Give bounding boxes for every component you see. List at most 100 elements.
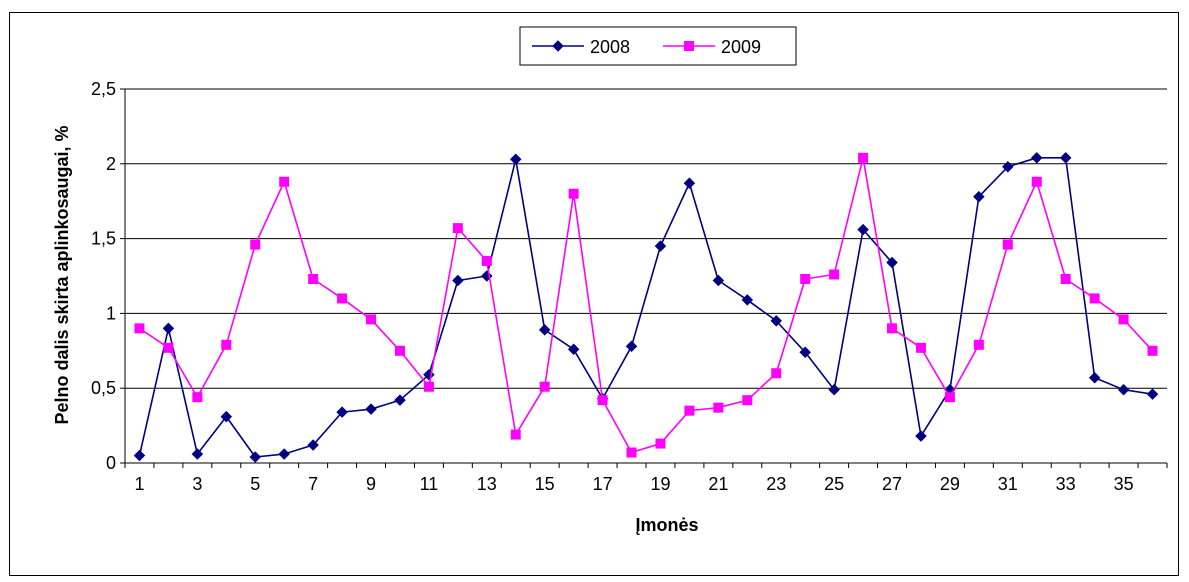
data-point: [1002, 239, 1013, 250]
data-point: [683, 177, 696, 190]
y-tick-label: 2,5: [91, 79, 116, 99]
data-point: [509, 153, 522, 166]
legend: 2008 2009: [519, 26, 797, 66]
data-point: [221, 339, 232, 350]
data-point: [249, 451, 262, 463]
y-tick-label: 1,5: [91, 229, 116, 249]
data-point: [1147, 345, 1158, 356]
data-point: [858, 152, 869, 163]
y-tick-label: 2: [106, 154, 116, 174]
data-point: [915, 342, 926, 353]
data-point: [944, 392, 955, 403]
x-tick-label: 11: [420, 474, 439, 494]
data-point: [712, 274, 725, 287]
data-point: [1089, 293, 1100, 304]
data-point: [365, 403, 377, 415]
x-tick-label: 27: [882, 474, 902, 494]
x-tick-labels: 1 3 5 7 9 11 13 15 17 19 21 23 25 27 29 31 33 35: [134, 474, 1133, 494]
data-point: [192, 392, 203, 403]
data-point: [337, 293, 348, 304]
data-point: [1059, 151, 1072, 164]
series-line-2009: [139, 157, 1154, 454]
data-point: [134, 323, 145, 334]
data-point: [1031, 176, 1042, 187]
data-point: [1088, 371, 1101, 384]
data-point: [307, 439, 319, 451]
data-point: [336, 406, 348, 418]
data-point: [394, 394, 406, 407]
data-point: [279, 176, 290, 187]
y-tick-label: 0,5: [91, 378, 116, 398]
data-point: [771, 368, 782, 379]
y-tick-label: 1: [106, 303, 116, 323]
x-tick-label: 17: [593, 474, 613, 494]
x-tick-label: 33: [1056, 474, 1076, 494]
series-2009: [134, 152, 1158, 458]
x-tick-label: 15: [535, 474, 555, 494]
data-point: [394, 345, 405, 356]
x-tick-label: 13: [477, 474, 497, 494]
data-point: [568, 188, 579, 199]
data-point: [423, 381, 434, 392]
data-point: [597, 395, 608, 406]
data-point: [163, 342, 174, 353]
data-point: [625, 340, 638, 353]
data-point: [452, 223, 463, 234]
data-point: [684, 41, 694, 51]
data-point: [1146, 388, 1159, 401]
x-axis-title: Įmonės: [635, 515, 698, 535]
x-tick-label: 9: [366, 474, 376, 494]
data-point: [1060, 273, 1071, 284]
data-point: [552, 40, 564, 52]
data-point: [973, 190, 985, 203]
data-point: [713, 402, 724, 413]
data-point: [250, 239, 261, 250]
data-point: [452, 274, 464, 287]
data-point: [191, 448, 204, 460]
data-point: [626, 447, 637, 458]
data-point: [886, 256, 898, 269]
data-point: [828, 383, 840, 396]
series-2008: [133, 151, 1159, 463]
data-point: [655, 438, 666, 449]
data-point: [278, 448, 291, 460]
x-tick-label: 23: [766, 474, 786, 494]
x-tick-label: 1: [134, 474, 144, 494]
legend-label-2008: 2008: [590, 37, 630, 57]
x-tick-label: 21: [708, 474, 728, 494]
data-point: [684, 405, 695, 416]
data-point: [741, 294, 754, 306]
data-point: [1118, 314, 1129, 325]
data-point: [220, 410, 233, 423]
data-point: [915, 430, 927, 442]
x-tick-label: 19: [650, 474, 670, 494]
data-point: [829, 269, 840, 280]
data-point: [973, 339, 984, 350]
data-point: [162, 322, 175, 335]
data-point: [481, 256, 492, 267]
data-point: [799, 346, 812, 359]
data-point: [308, 273, 319, 284]
x-tick-label: 35: [1114, 474, 1134, 494]
data-point: [366, 314, 377, 325]
data-point: [539, 381, 550, 392]
data-point: [567, 343, 580, 356]
data-point: [1001, 160, 1014, 173]
chart-frame: 0 0,5 1 1,5 2 2,5 1 3 5 7 9 11 13 15 17 19 21 23 25 27 29 31…: [9, 12, 1179, 576]
data-point: [857, 223, 869, 236]
x-tick-label: 7: [308, 474, 318, 494]
x-tick-label: 29: [940, 474, 960, 494]
x-tick-label: 31: [998, 474, 1018, 494]
y-axis-title: Pelno dalis skirta aplinkosaugai, %: [52, 125, 72, 424]
data-point: [1030, 151, 1043, 164]
y-tick-label: 0: [106, 453, 116, 473]
data-point: [770, 315, 783, 327]
data-point: [133, 449, 146, 462]
data-point: [742, 395, 753, 406]
x-tick-label: 5: [250, 474, 260, 494]
data-point: [654, 240, 667, 252]
line-chart: 00,511,522,5 1 3 5 7 9 11 13 15 17 19 21 23 25 27 29 31…: [52, 26, 1168, 535]
axes: [120, 88, 1168, 468]
series: [133, 151, 1159, 463]
data-point: [538, 324, 551, 336]
